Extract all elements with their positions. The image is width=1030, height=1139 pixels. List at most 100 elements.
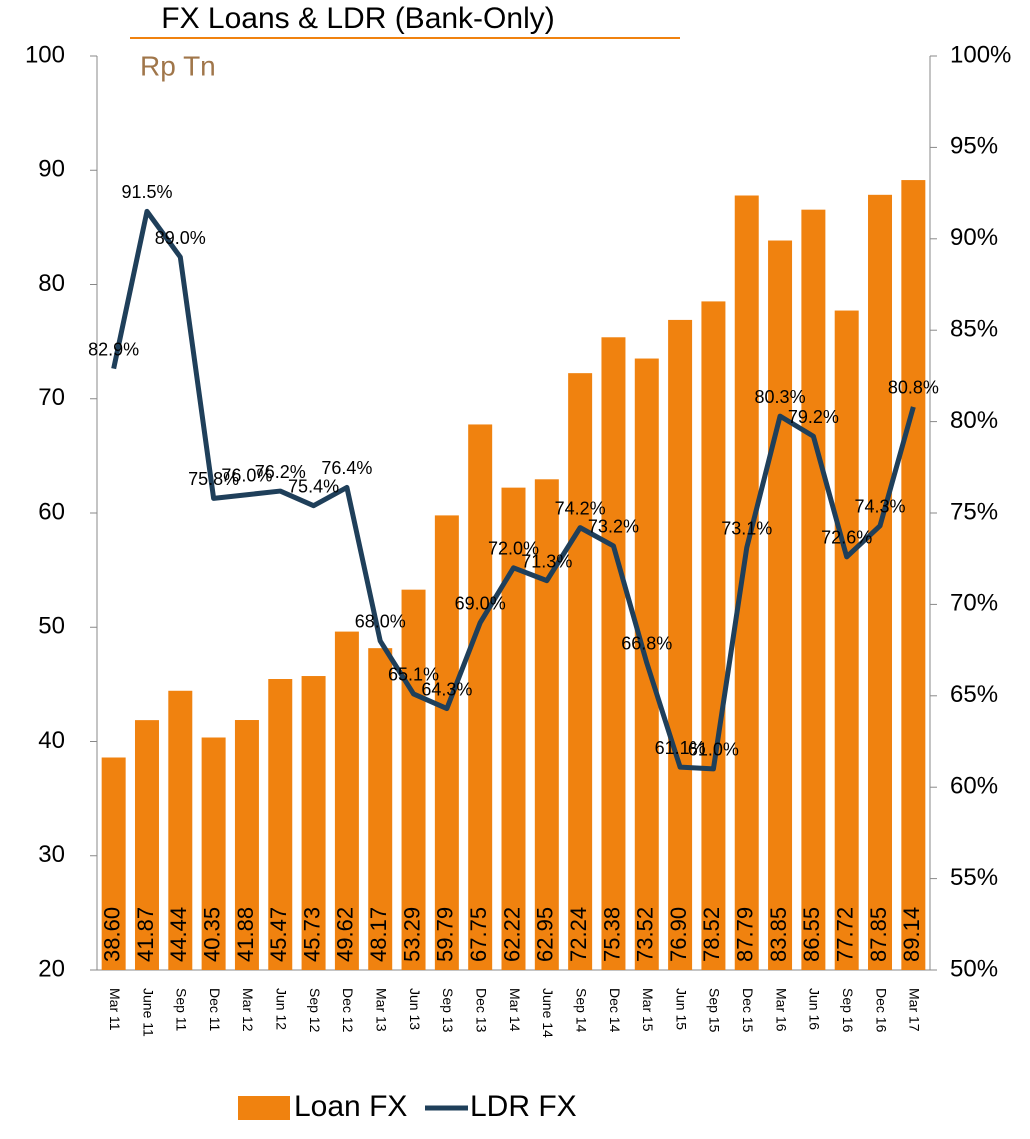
y-tick-label: 90 (38, 156, 65, 183)
line-label: 61.1% (655, 738, 706, 758)
bar (901, 180, 926, 970)
bar-label: 77.72 (833, 907, 858, 962)
x-tick-label: June 14 (540, 988, 556, 1038)
bar-label: 73.52 (633, 907, 658, 962)
line-label: 79.2% (788, 407, 839, 427)
bar (301, 676, 326, 970)
bar-label: 67.75 (466, 907, 491, 962)
bar-label: 41.87 (133, 907, 158, 962)
chart-title: FX Loans & LDR (Bank-Only) (161, 2, 554, 35)
y2-tick-label: 75% (950, 498, 998, 525)
y2-tick-label: 85% (950, 316, 998, 343)
x-tick-label: Mar 14 (507, 988, 523, 1032)
x-tick-label: Mar 11 (107, 988, 123, 1031)
x-tick-label: Jun 13 (407, 988, 423, 1030)
line-label: 75.4% (288, 476, 339, 496)
bar-label: 62.95 (533, 907, 558, 962)
legend-label: LDR FX (470, 1090, 577, 1123)
legend-swatch (238, 1096, 290, 1120)
bar-label: 40.35 (199, 907, 224, 962)
bar-label: 89.14 (899, 907, 924, 962)
line-label: 69.0% (455, 593, 506, 613)
x-tick-label: Jun 12 (274, 988, 290, 1030)
y2-tick-label: 60% (950, 773, 998, 800)
line (111, 208, 916, 772)
line-label: 76.4% (321, 458, 372, 478)
line-label: 80.3% (755, 387, 806, 407)
line-label: 72.0% (488, 539, 539, 559)
y-tick-label: 20 (38, 955, 65, 982)
x-tick-label: Dec 13 (473, 988, 489, 1033)
bar (101, 757, 126, 970)
line-label: 61.0% (688, 740, 739, 760)
bar (868, 194, 893, 971)
x-tick-label: Mar 13 (374, 988, 390, 1032)
x-tick-label: Sep 12 (307, 988, 323, 1033)
x-tick-label: Mar 15 (640, 988, 656, 1032)
x-tick-label: Dec 16 (873, 988, 889, 1033)
line-label: 76.2% (255, 462, 306, 482)
x-tick-label: Mar 12 (240, 988, 256, 1032)
bar-label: 87.85 (866, 907, 891, 962)
bar (234, 720, 259, 970)
bar (534, 479, 559, 970)
bar (568, 373, 593, 971)
bar (201, 737, 226, 970)
y2-tick-label: 50% (950, 955, 998, 982)
bar-label: 83.85 (766, 907, 791, 962)
bar (168, 690, 193, 970)
bar-label: 72.24 (566, 907, 591, 962)
bar (468, 424, 493, 970)
x-tick-label: Dec 15 (740, 988, 756, 1033)
bar (334, 631, 359, 970)
line-label: 80.8% (888, 378, 939, 398)
bar-label: 53.29 (399, 907, 424, 962)
line-label: 76.0% (221, 465, 272, 485)
x-tick-label: June 11 (140, 988, 156, 1037)
y-tick-label: 40 (38, 727, 65, 754)
bar-label: 87.79 (733, 907, 758, 962)
y2-tick-label: 70% (950, 590, 998, 617)
line-label: 73.1% (721, 518, 772, 538)
bar (268, 679, 293, 970)
x-tick-label: Sep 14 (573, 988, 589, 1033)
line-label: 82.9% (88, 339, 139, 359)
y-tick-label: 60 (38, 498, 65, 525)
x-tick-label: Dec 11 (207, 988, 223, 1032)
line-label: 89.0% (155, 228, 206, 248)
line-label: 74.2% (555, 498, 606, 518)
x-tick-label: Sep 15 (707, 988, 723, 1033)
x-tick-label: Jun 16 (807, 988, 823, 1030)
bar (434, 515, 459, 970)
y-tick-label: 50 (38, 613, 65, 640)
bar (368, 648, 393, 970)
chart-subtitle: Rp Tn (140, 50, 216, 81)
bar-label: 86.55 (799, 907, 824, 962)
bar-label: 38.60 (99, 907, 124, 962)
y-tick-label: 30 (38, 841, 65, 868)
x-tick-label: Jun 15 (673, 988, 689, 1030)
y2-tick-label: 90% (950, 224, 998, 251)
bar (768, 240, 793, 971)
bar-label: 45.73 (299, 907, 324, 962)
line-label: 66.8% (621, 634, 672, 654)
y2-tick-label: 65% (950, 681, 998, 708)
y-tick-label: 70 (38, 384, 65, 411)
x-tick-label: Mar 16 (773, 988, 789, 1032)
y2-tick-label: 55% (950, 864, 998, 891)
y-tick-label: 80 (38, 270, 65, 297)
y2-tick-label: 100% (950, 41, 1011, 68)
bar (601, 337, 626, 970)
line-label: 64.3% (421, 679, 472, 699)
x-tick-label: Sep 16 (840, 988, 856, 1033)
bar-label: 78.52 (699, 907, 724, 962)
bar (834, 310, 859, 970)
x-tick-label: Dec 14 (607, 988, 623, 1033)
x-tick-label: Mar 17 (907, 988, 923, 1032)
bar-label: 41.88 (233, 907, 258, 962)
x-tick-label: Sep 13 (440, 988, 456, 1033)
bar (134, 720, 159, 970)
bar-label: 44.44 (166, 907, 191, 962)
line-label: 75.8% (188, 469, 239, 489)
line-label: 74.3% (854, 497, 905, 517)
